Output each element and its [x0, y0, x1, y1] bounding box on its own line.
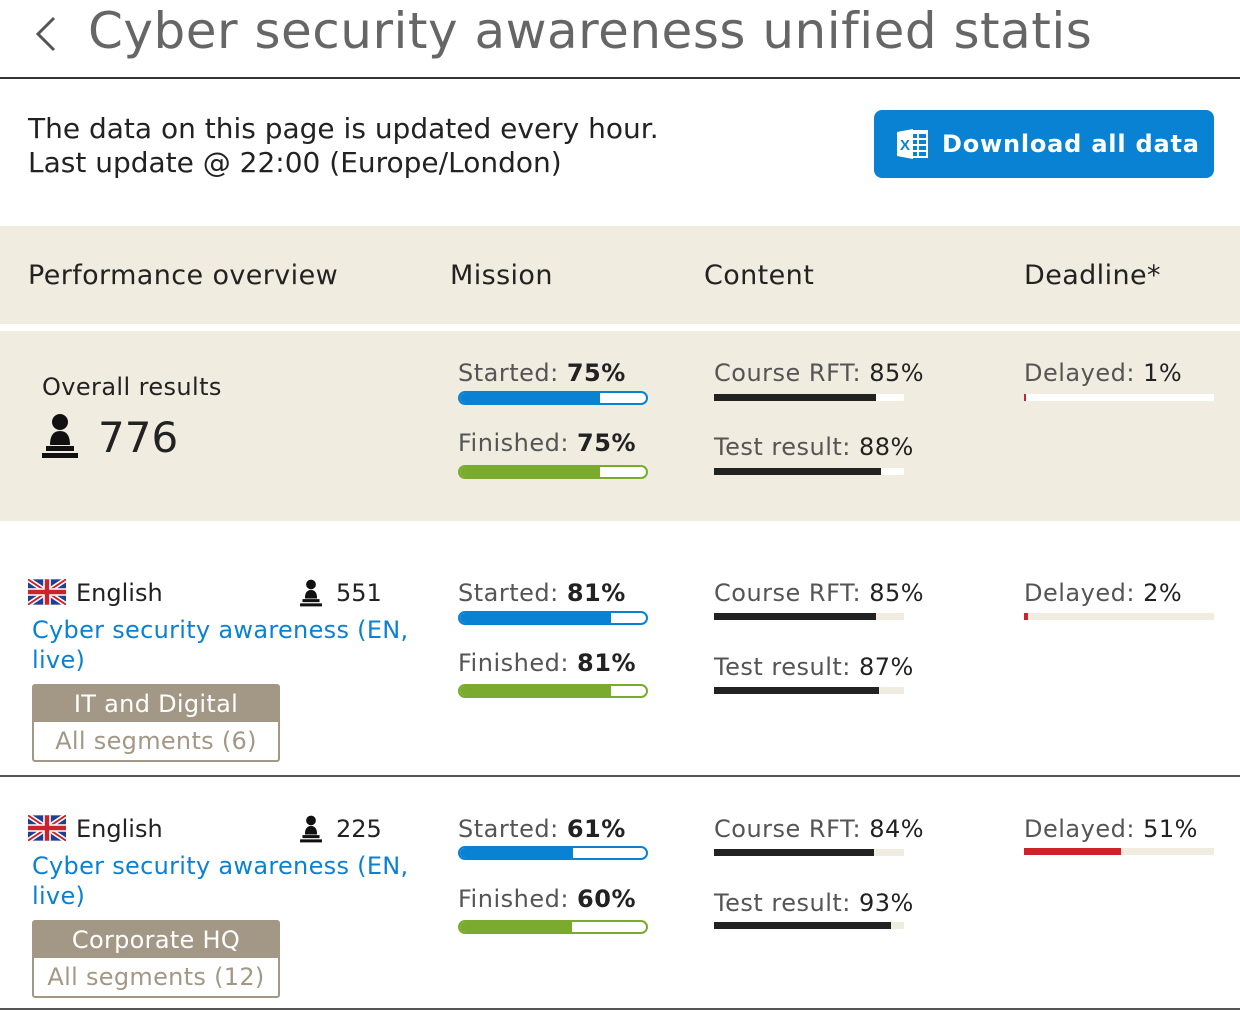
finished-bar [458, 684, 648, 698]
update-info: The data on this page is updated every h… [28, 112, 659, 180]
overall-participant-count: 776 [98, 413, 179, 462]
overall-started: Started: 75% [458, 359, 626, 387]
download-button-label: Download all data [942, 130, 1200, 158]
uk-flag-icon [28, 815, 66, 841]
test-result-metric: Test result: 93% [714, 889, 914, 917]
overall-finished: Finished: 75% [458, 429, 636, 457]
excel-icon: X [897, 129, 928, 159]
uk-flag-icon [28, 579, 66, 605]
delayed-metric: Delayed: 2% [1024, 579, 1183, 607]
started-bar [458, 611, 648, 625]
overall-test-result: Test result: 88% [714, 433, 914, 461]
column-content: Content [704, 260, 815, 291]
person-icon [42, 414, 78, 458]
started-bar [458, 846, 648, 860]
overall-finished-bar [458, 465, 648, 479]
course-rft-bar [714, 849, 904, 856]
course-link[interactable]: Cyber security awareness (EN, live) [32, 616, 409, 674]
test-result-bar [714, 687, 904, 694]
participant-count: 551 [336, 579, 382, 607]
overall-course-rft-bar [714, 394, 904, 401]
started-metric: Started: 81% [458, 579, 626, 607]
column-deadline: Deadline* [1024, 260, 1161, 291]
course-rft-metric: Course RFT: 84% [714, 815, 925, 843]
top-bar: Cyber security awareness unified statis [0, 0, 1240, 79]
test-result-bar [714, 922, 904, 929]
segment-box: Corporate HQ All segments (12) [32, 920, 280, 998]
language-label: English [76, 579, 163, 607]
last-update-text: Last update @ 22:00 (Europe/London) [28, 146, 562, 179]
overall-delayed: Delayed: 1% [1024, 359, 1183, 387]
column-performance-overview: Performance overview [28, 260, 339, 291]
person-icon [300, 815, 322, 843]
delayed-metric: Delayed: 51% [1024, 815, 1198, 843]
overall-delayed-bar [1024, 394, 1214, 401]
segment-title: Corporate HQ [34, 922, 278, 958]
table-row: English 551 Cyber security awareness (EN… [0, 521, 1240, 777]
course-rft-bar [714, 613, 904, 620]
download-all-data-button[interactable]: X Download all data [874, 110, 1214, 178]
overall-results-label: Overall results [42, 373, 222, 401]
started-metric: Started: 61% [458, 815, 626, 843]
delayed-bar [1024, 848, 1214, 855]
segment-box: IT and Digital All segments (6) [32, 684, 280, 762]
language-label: English [76, 815, 163, 843]
overall-started-bar [458, 391, 648, 405]
chevron-left-icon[interactable] [28, 8, 68, 58]
table-header: Performance overview Mission Content Dea… [0, 226, 1240, 324]
svg-text:X: X [900, 137, 910, 154]
all-segments-link[interactable]: All segments (12) [47, 963, 265, 991]
person-icon [300, 579, 322, 607]
participant-count: 225 [336, 815, 382, 843]
finished-bar [458, 920, 648, 934]
table-row: English 225 Cyber security awareness (EN… [0, 777, 1240, 1010]
page-title: Cyber security awareness unified statis [88, 2, 1093, 60]
overall-results-row: Overall results 776 Started: 75% Finishe… [0, 331, 1240, 521]
all-segments-link[interactable]: All segments (6) [55, 727, 257, 755]
overall-test-result-bar [714, 468, 904, 475]
finished-metric: Finished: 60% [458, 885, 636, 913]
finished-metric: Finished: 81% [458, 649, 636, 677]
column-mission: Mission [450, 260, 553, 291]
delayed-bar [1024, 613, 1214, 620]
segment-title: IT and Digital [34, 686, 278, 722]
course-rft-metric: Course RFT: 85% [714, 579, 925, 607]
overall-course-rft: Course RFT: 85% [714, 359, 925, 387]
course-link[interactable]: Cyber security awareness (EN, live) [32, 852, 409, 910]
update-frequency-text: The data on this page is updated every h… [28, 112, 659, 145]
test-result-metric: Test result: 87% [714, 653, 914, 681]
